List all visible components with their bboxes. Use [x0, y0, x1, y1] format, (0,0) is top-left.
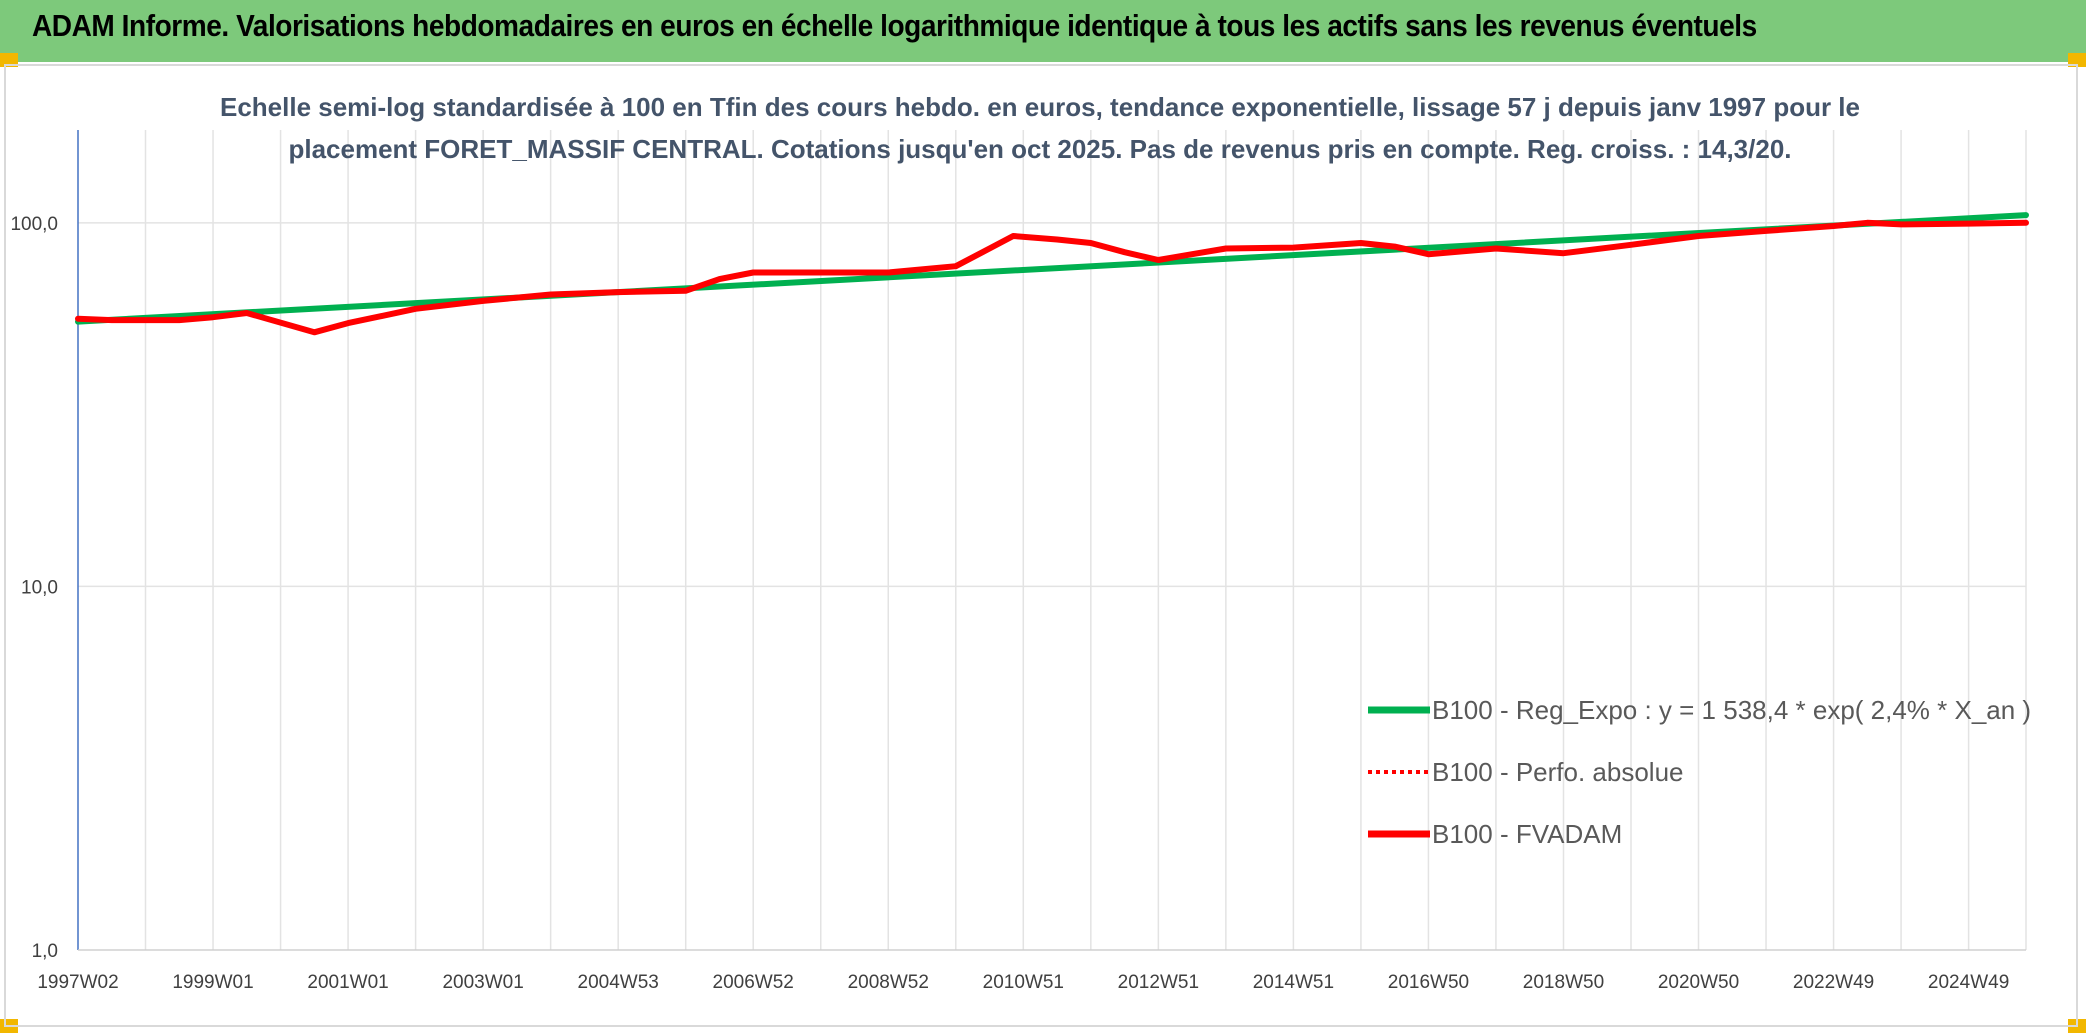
legend-label-1: B100 - Reg_Expo : y = 1 538,4 * exp( 2,4…	[1432, 695, 2031, 725]
x-tick-label: 2012W51	[1118, 972, 1199, 993]
x-tick-label: 2018W50	[1523, 972, 1604, 993]
page-title: ADAM Informe. Valorisations hebdomadaire…	[32, 8, 1757, 43]
legend-label-2: B100 - Perfo. absolue	[1432, 757, 1684, 787]
legend: B100 - Reg_Expo : y = 1 538,4 * exp( 2,4…	[1368, 695, 2031, 849]
corner-marker-top-right	[2068, 53, 2086, 67]
legend-label-3: B100 - FVADAM	[1432, 819, 1622, 849]
chart-title-line-2: placement FORET_MASSIF CENTRAL. Cotation…	[288, 134, 1791, 164]
x-tick-label: 2016W50	[1388, 972, 1469, 993]
corner-marker-top-left	[0, 53, 18, 67]
chart-title-line-1: Echelle semi-log standardisée à 100 en T…	[220, 92, 1860, 122]
header-bar: ADAM Informe. Valorisations hebdomadaire…	[0, 0, 2086, 62]
series-layer	[75, 212, 2029, 336]
x-tick-label: 2024W49	[1928, 972, 2009, 993]
x-tick-label: 2022W49	[1793, 972, 1874, 993]
x-tick-label: 1997W02	[37, 972, 118, 993]
grid-layer	[78, 130, 2027, 950]
chart-frame	[4, 64, 2078, 1027]
x-tick-label: 2006W52	[713, 972, 794, 993]
label-layer: 1,0 10,0 100,0 1997W02 1999W01 2001W01 2003W01…	[10, 214, 2009, 993]
axis-layer	[77, 130, 2026, 951]
x-tick-label: 2014W51	[1253, 972, 1334, 993]
y-tick-label: 100,0	[10, 214, 58, 235]
y-tick-label: 1,0	[32, 941, 58, 962]
y-tick-label: 10,0	[21, 577, 58, 598]
x-tick-label: 2008W52	[848, 972, 929, 993]
x-tick-label: 2001W01	[307, 972, 388, 993]
x-tick-label: 1999W01	[172, 972, 253, 993]
x-tick-label: 2004W53	[578, 972, 659, 993]
x-tick-label: 2020W50	[1658, 972, 1739, 993]
x-tick-label: 2010W51	[983, 972, 1064, 993]
x-tick-label: 2003W01	[442, 972, 523, 993]
series-line-3	[75, 219, 2029, 336]
